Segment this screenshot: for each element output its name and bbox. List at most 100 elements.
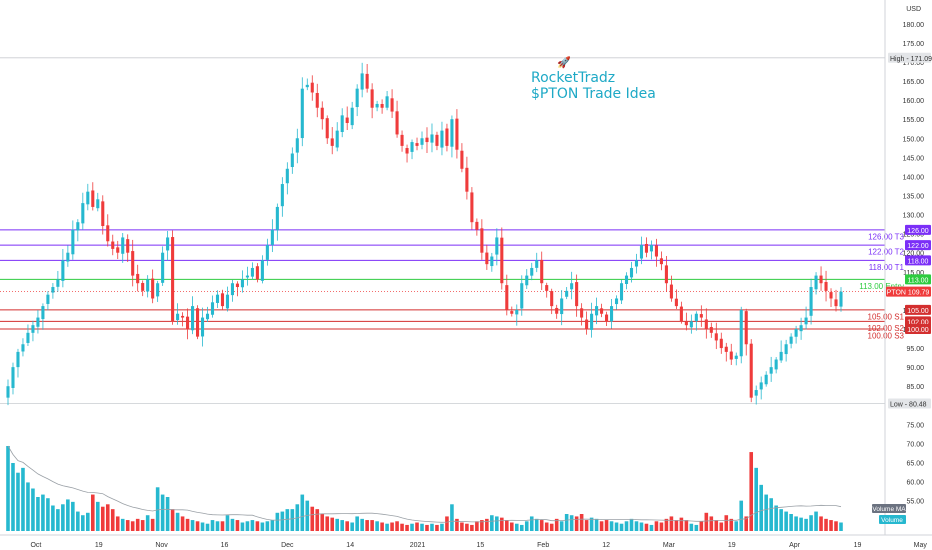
candle-body	[335, 130, 339, 148]
candle-body	[674, 298, 678, 307]
volume-bar	[569, 515, 574, 531]
volume-bar	[754, 467, 758, 531]
volume-bar	[544, 522, 549, 531]
level-tag: 122.00	[907, 243, 929, 250]
volume-bar	[634, 521, 639, 531]
volume-bar	[694, 524, 699, 531]
candle-body	[834, 299, 838, 307]
candle-body	[560, 298, 564, 315]
candle-body	[41, 306, 45, 320]
candle-body	[146, 279, 150, 292]
volume-bar	[564, 514, 569, 531]
candle-body	[16, 351, 20, 368]
candle-body	[355, 88, 359, 108]
candle-body	[490, 256, 494, 267]
level-tag-bg	[905, 274, 931, 285]
volume-bar	[654, 521, 659, 531]
candle-body	[6, 386, 10, 398]
candle-body	[265, 245, 269, 260]
candle-body	[215, 294, 220, 303]
candle-body	[619, 283, 624, 301]
candle-body	[639, 245, 644, 259]
volume-bar	[674, 520, 679, 531]
volume-bar	[509, 522, 514, 531]
volume-bar	[325, 516, 330, 531]
candle-body	[395, 111, 399, 135]
volume-bar	[689, 523, 694, 531]
volume-bar	[160, 494, 165, 531]
volume-bar	[41, 494, 45, 531]
candle-body	[545, 285, 549, 291]
candle-body	[605, 314, 609, 322]
volume-tag: Volume	[881, 517, 903, 524]
volume-bar	[410, 523, 414, 531]
volume-bar	[534, 518, 539, 531]
volume-bar	[11, 463, 15, 531]
volume-bar	[400, 523, 404, 531]
volume-bar	[190, 520, 195, 531]
candle-body	[141, 282, 145, 291]
candle-body	[450, 119, 454, 147]
candle-body	[794, 329, 798, 337]
volume-bar	[514, 523, 519, 531]
volume-bar	[230, 518, 235, 531]
price-tick-label: 155.00	[903, 117, 925, 124]
volume-bar	[125, 520, 130, 531]
candle-body	[31, 325, 35, 333]
volume-bar	[759, 484, 763, 531]
time-tick-label: Mar	[663, 542, 676, 549]
volume-bar	[21, 467, 25, 531]
candle-body	[11, 367, 15, 388]
volume-bar	[440, 523, 444, 531]
candle-body	[819, 275, 823, 284]
candle-body	[550, 291, 554, 307]
volume-bar	[180, 516, 185, 531]
price-tick-label: 115.00	[903, 270, 924, 277]
volume-bar	[170, 509, 175, 531]
volume-bar	[649, 524, 654, 531]
volume-bar	[280, 511, 285, 531]
volume-bar	[86, 512, 90, 531]
volume-bar	[485, 518, 489, 531]
volume-bar	[719, 522, 724, 531]
candle-body	[390, 98, 394, 112]
volume-bar	[205, 523, 210, 531]
candle-body	[350, 107, 354, 126]
candle-body	[555, 307, 559, 314]
volume-bar	[524, 521, 529, 531]
candle-body	[709, 327, 713, 333]
volume-bar	[130, 521, 135, 531]
candle-body	[485, 252, 489, 265]
candle-body	[315, 92, 319, 108]
price-tags: High ‑ 171.09 Low ‑ 80.48 126.00 122.00 118.…	[872, 52, 932, 524]
candle-body	[789, 336, 793, 344]
volume-bar	[549, 523, 554, 531]
volume-tag-bg	[879, 515, 906, 524]
candle-body	[455, 118, 459, 150]
candle-body	[166, 237, 170, 251]
volume-bar	[814, 511, 818, 531]
level-tag-bg	[905, 324, 931, 334]
volume-bar	[16, 472, 20, 531]
candle-body	[729, 351, 733, 360]
candle-body	[764, 374, 768, 385]
rocket-icon: 🚀	[557, 57, 571, 69]
candle-body	[724, 346, 728, 352]
last-price-tag: PTON 109.79	[887, 290, 930, 297]
candle-body	[106, 225, 110, 242]
candle-body	[634, 260, 639, 267]
volume-bar	[240, 522, 245, 531]
volume-bar	[664, 518, 669, 531]
volume-bar	[375, 521, 379, 531]
candle-body	[126, 239, 130, 253]
candle-body	[684, 321, 688, 326]
volume-bar	[470, 524, 474, 531]
candle-body	[56, 279, 60, 287]
candle-body	[659, 258, 663, 265]
candle-body	[769, 367, 773, 374]
candle-body	[330, 138, 334, 146]
volume-bar	[774, 505, 778, 531]
volume-bar	[480, 520, 484, 531]
candle-body	[191, 306, 195, 331]
